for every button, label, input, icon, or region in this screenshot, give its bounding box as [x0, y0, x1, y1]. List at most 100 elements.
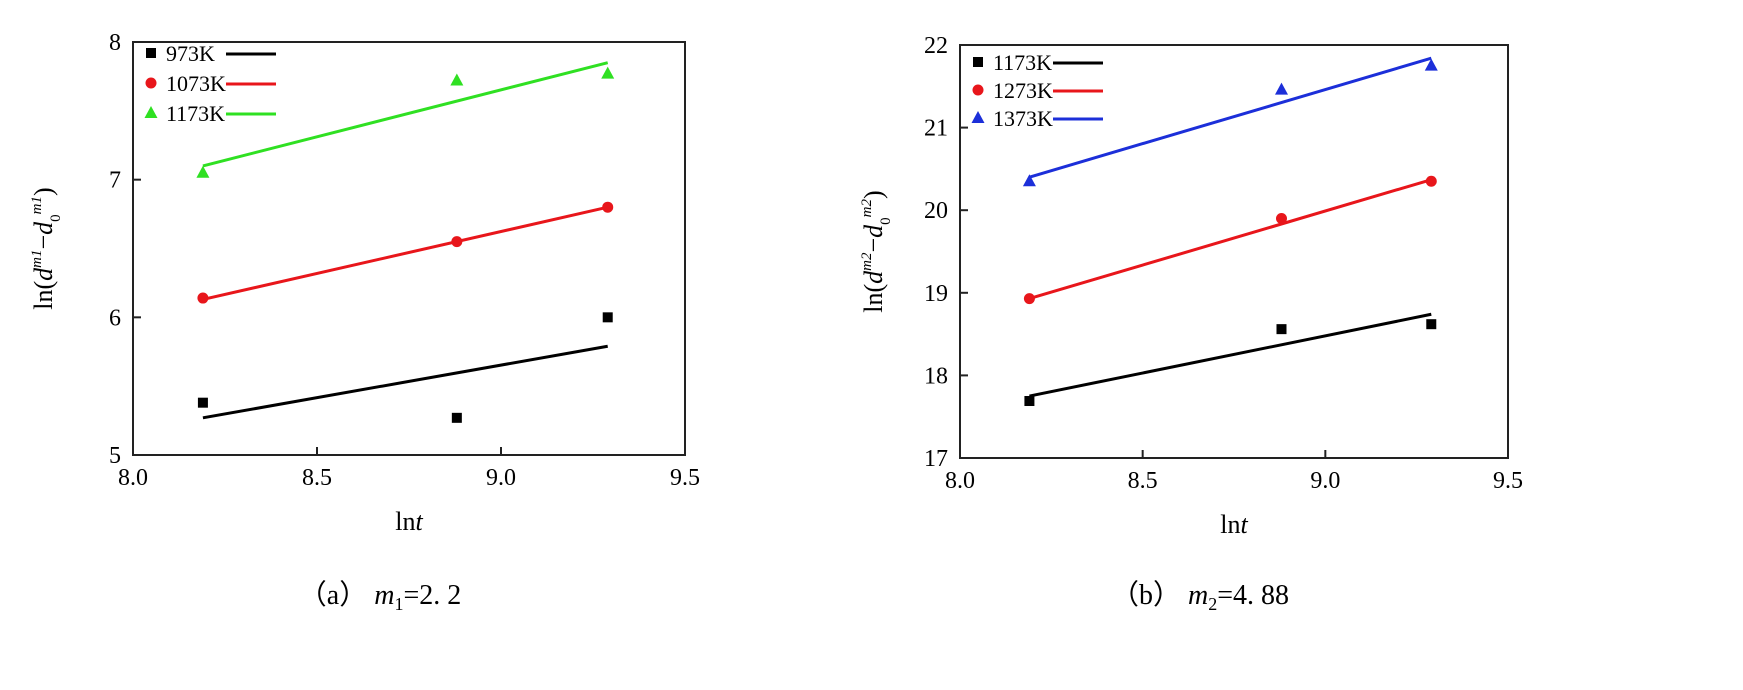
fit-line-1173K [202, 61, 609, 168]
data-point-1073K [197, 292, 209, 304]
series-973K [197, 312, 613, 423]
x-axis-label-var: t [416, 507, 424, 536]
legend-marker-1173K [973, 57, 983, 67]
data-point-1073K [602, 201, 614, 213]
data-point-1273K [1275, 212, 1287, 224]
y-axis-label-part: − [859, 238, 888, 253]
legend-label-1073K: 1073K [166, 71, 226, 96]
y-axis-label-part: ln( [29, 281, 58, 310]
caption-sub: 1 [394, 594, 403, 614]
series-1373K [1022, 56, 1438, 187]
series-1173K [1024, 312, 1437, 407]
data-point-1173K [1426, 319, 1437, 330]
x-tick-label: 8.0 [118, 465, 148, 491]
data-point-1173K [196, 165, 210, 178]
y-axis-label-part: 0 [878, 217, 894, 225]
fit-line-1073K [202, 205, 609, 301]
x-tick-label: 9.5 [670, 465, 700, 491]
x-axis-label: lnt [395, 507, 423, 536]
y-axis-label: ln(dm2−d0m2) [859, 190, 894, 312]
y-tick-label: 7 [109, 168, 121, 194]
y-tick-label: 6 [109, 305, 121, 331]
legend-label-1273K: 1273K [993, 78, 1053, 103]
y-tick-label: 21 [924, 116, 948, 142]
y-tick-label: 18 [924, 363, 948, 389]
x-axis-label-prefix: ln [1220, 510, 1240, 539]
caption-tag: （b） [1111, 579, 1188, 611]
x-tick-label: 8.5 [302, 465, 332, 491]
data-point-973K [197, 397, 208, 408]
legend-marker-973K [146, 48, 156, 58]
x-tick-label: 9.0 [1310, 468, 1340, 494]
plot-frame [959, 44, 1509, 459]
legend-label-1173K: 1173K [166, 101, 225, 126]
y-tick-label: 20 [924, 198, 948, 224]
y-axis-label-part: d [859, 224, 888, 238]
x-axis-label-var: t [1241, 510, 1249, 539]
x-tick-label: 9.0 [486, 465, 516, 491]
series-1173K [196, 61, 615, 178]
data-point-1273K [1023, 293, 1035, 305]
y-tick-label: 22 [924, 33, 948, 59]
data-point-973K [451, 412, 462, 423]
panel-caption: （a） m1=2. 2 [299, 579, 461, 614]
data-point-1173K [1024, 396, 1035, 407]
y-tick-label: 19 [924, 281, 948, 307]
y-axis-label-part: ) [29, 187, 58, 196]
legend: 1173K 1273K 1373K [971, 50, 1103, 131]
data-point-1173K [601, 66, 615, 79]
y-tick-label: 5 [109, 443, 121, 469]
data-point-1073K [451, 236, 463, 248]
legend-marker-1373K [971, 111, 985, 123]
plot-frame [132, 41, 686, 456]
data-point-973K [602, 312, 613, 323]
y-axis-label-part: d [859, 270, 888, 284]
legend-marker-1073K [145, 77, 157, 89]
chart-panel-b: 8.0 8.5 9.0 9.5171819202122lntln(dm2−d0m2)1… [859, 33, 1523, 614]
x-axis-label-prefix: ln [395, 507, 415, 536]
caption-var: m [374, 580, 394, 611]
fit-line-973K [202, 344, 608, 420]
legend: 973K 1073K 1173K [144, 41, 276, 126]
x-tick-label: 8.5 [1128, 468, 1158, 494]
data-point-1173K [450, 73, 464, 86]
y-axis-label-part: m1 [29, 249, 45, 267]
y-axis-label-part: ) [859, 190, 888, 199]
fit-line-1173K [1029, 312, 1432, 398]
caption-var: m [1188, 580, 1208, 611]
y-axis-label-part: ln( [859, 284, 888, 313]
panel-caption: （b） m2=4. 88 [1111, 579, 1289, 614]
legend-label-973K: 973K [166, 41, 215, 66]
y-axis-label-part: − [29, 235, 58, 250]
legend-marker-1173K [144, 106, 158, 118]
y-axis-label-part: m2 [859, 198, 875, 217]
y-axis-label-part: m1 [29, 196, 45, 214]
series-1073K [197, 201, 614, 304]
x-tick-label: 9.5 [1493, 468, 1523, 494]
fit-line-1373K [1028, 56, 1432, 179]
y-tick-label: 8 [109, 30, 121, 56]
legend-label-1173K: 1173K [993, 50, 1052, 75]
y-axis-label-part: d [29, 221, 58, 235]
data-point-1373K [1022, 174, 1036, 187]
y-axis-label-part: m2 [859, 252, 875, 271]
series-1273K [1023, 175, 1437, 305]
caption-tag: （a） [299, 579, 374, 611]
legend-label-1373K: 1373K [993, 106, 1053, 131]
caption-sub: 2 [1208, 594, 1217, 614]
x-tick-label: 8.0 [945, 468, 975, 494]
y-axis-label-part: d [29, 267, 58, 281]
fit-line-1273K [1028, 178, 1432, 301]
data-point-1373K [1424, 58, 1438, 71]
chart-panel-a: 8.0 8.5 9.0 9.55678lntln(dm1−d0m1)973K1073K… [29, 30, 700, 614]
legend-marker-1273K [972, 84, 984, 96]
caption-value: =2. 2 [403, 580, 461, 611]
data-point-1273K [1425, 175, 1437, 187]
data-point-1173K [1276, 324, 1287, 335]
x-axis-label: lnt [1220, 510, 1248, 539]
data-point-1373K [1274, 82, 1288, 95]
y-axis-label: ln(dm1−d0m1) [29, 187, 64, 309]
y-tick-label: 17 [924, 446, 948, 472]
y-axis-label-part: 0 [48, 214, 64, 222]
